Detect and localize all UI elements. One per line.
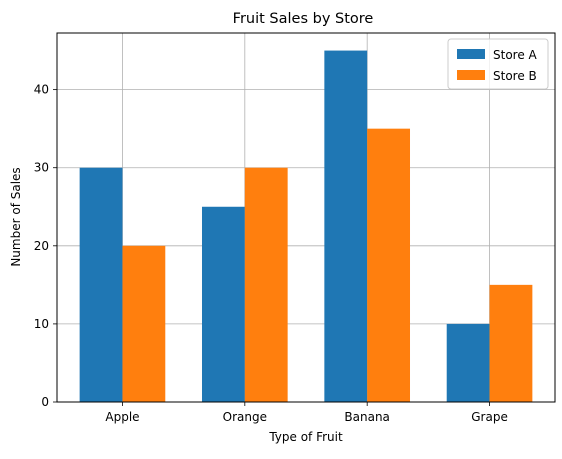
legend-label: Store A — [493, 48, 538, 62]
y-axis-label: Number of Sales — [9, 167, 23, 266]
y-tick-label: 0 — [41, 395, 49, 409]
x-tick-label: Orange — [223, 410, 267, 424]
x-tick-label: Grape — [471, 410, 508, 424]
plot-area-frame — [56, 32, 556, 403]
x-tick-label: Apple — [105, 410, 139, 424]
bar-store-b-orange — [244, 167, 288, 402]
axis-ticks: Apple Orange Banana Grape 0 10 20 30 40 — [34, 83, 508, 424]
y-tick-label: 10 — [34, 317, 49, 331]
legend-label: Store B — [493, 69, 537, 83]
bar-store-b-grape — [489, 284, 533, 402]
y-tick-label: 30 — [34, 161, 49, 175]
legend-swatch — [457, 49, 485, 59]
legend: Store A Store B — [447, 38, 549, 90]
bar-store-a-orange — [201, 206, 245, 402]
bar-store-b-banana — [367, 128, 411, 402]
bar-store-a-banana — [324, 50, 368, 402]
y-tick-label: 40 — [34, 83, 49, 97]
legend-swatch — [457, 70, 485, 80]
x-tick-label: Banana — [344, 410, 390, 424]
bar-series — [79, 50, 533, 402]
chart-title: Fruit Sales by Store — [233, 11, 374, 27]
bar-store-a-grape — [446, 323, 490, 402]
y-tick-label: 20 — [34, 239, 49, 253]
bar-store-a-apple — [79, 167, 123, 402]
bar-store-b-apple — [122, 245, 166, 402]
x-axis-label: Type of Fruit — [268, 430, 343, 444]
